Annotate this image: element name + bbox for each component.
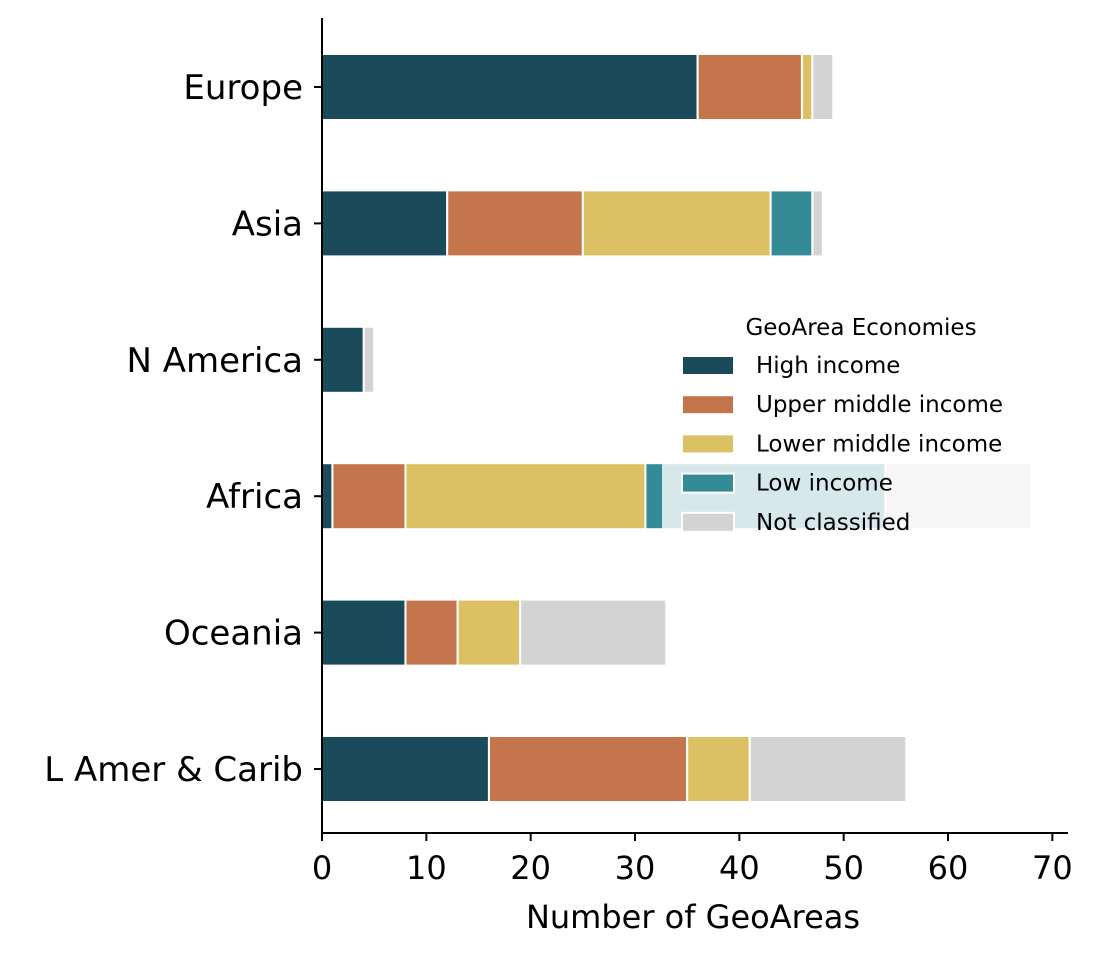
legend-swatch-upper-middle-income: [681, 394, 735, 416]
legend-title: GeoArea Economies: [745, 315, 976, 341]
legend-swatch-high-income: [681, 355, 735, 376]
legend-swatch-not-classified: [681, 511, 735, 533]
legend-swatch-lower-middle-income: [681, 433, 735, 455]
legend-label-high-income: High income: [756, 353, 900, 379]
bar-asia-upper-middle-income: [446, 189, 584, 258]
x-axis-title: Number of GeoAreas: [526, 898, 860, 936]
bar-asia-lower-middle-income: [581, 189, 772, 258]
bar-n-america-not-classified: [362, 325, 376, 394]
bar-africa-upper-middle-income: [331, 462, 407, 531]
bar-europe-high-income: [321, 53, 699, 121]
x-tick-label: 50: [823, 849, 864, 887]
bar-l-amer-and-carib-high-income: [321, 735, 490, 803]
bar-l-amer-and-carib-not-classified: [748, 735, 908, 803]
x-tick-label: 20: [510, 849, 551, 887]
category-label-oceania: Oceania: [164, 614, 303, 654]
bar-oceania-not-classified: [519, 598, 668, 667]
x-tick-label: 70: [1032, 849, 1073, 887]
bar-europe-not-classified: [811, 53, 835, 121]
bar-oceania-lower-middle-income: [456, 598, 522, 667]
x-tick-label: 10: [406, 849, 447, 887]
legend-swatch-low-income: [681, 472, 735, 494]
bar-asia-not-classified: [811, 189, 824, 258]
bar-asia-low-income: [769, 189, 814, 258]
legend-label-not-classified: Not classified: [756, 510, 910, 536]
bar-oceania-high-income: [321, 598, 407, 667]
x-tick-label: 0: [312, 849, 332, 887]
bar-africa-lower-middle-income: [404, 462, 647, 531]
legend-label-upper-middle-income: Upper middle income: [756, 392, 1003, 418]
legend: GeoArea Economies High income Upper middle…: [662, 305, 1068, 545]
bar-asia-high-income: [321, 189, 449, 258]
category-label-n-america: N America: [127, 341, 304, 381]
x-tick-label: 40: [719, 849, 760, 887]
category-label-asia: Asia: [232, 204, 303, 244]
bar-l-amer-and-carib-upper-middle-income: [487, 735, 689, 803]
legend-background: [662, 305, 1068, 545]
legend-label-low-income: Low income: [756, 471, 893, 497]
bar-europe-upper-middle-income: [696, 53, 803, 121]
category-label-europe: Europe: [183, 68, 303, 108]
category-label-africa: Africa: [206, 477, 303, 517]
x-tick-label: 60: [928, 849, 969, 887]
bar-africa-high-income: [321, 462, 334, 531]
axes-group: 0 10 20 30 40 50 60 70 Europe Asia N America Africa…: [44, 18, 1073, 887]
bar-n-america-high-income: [321, 325, 365, 394]
bar-l-amer-and-carib-lower-middle-income: [686, 735, 751, 803]
legend-label-lower-middle-income: Lower middle income: [756, 431, 1002, 457]
category-label-l-amer-and-carib: L Amer & Carib: [44, 750, 303, 790]
bar-oceania-upper-middle-income: [404, 598, 459, 667]
x-tick-label: 30: [615, 849, 656, 887]
bar-europe-lower-middle-income: [800, 53, 814, 121]
